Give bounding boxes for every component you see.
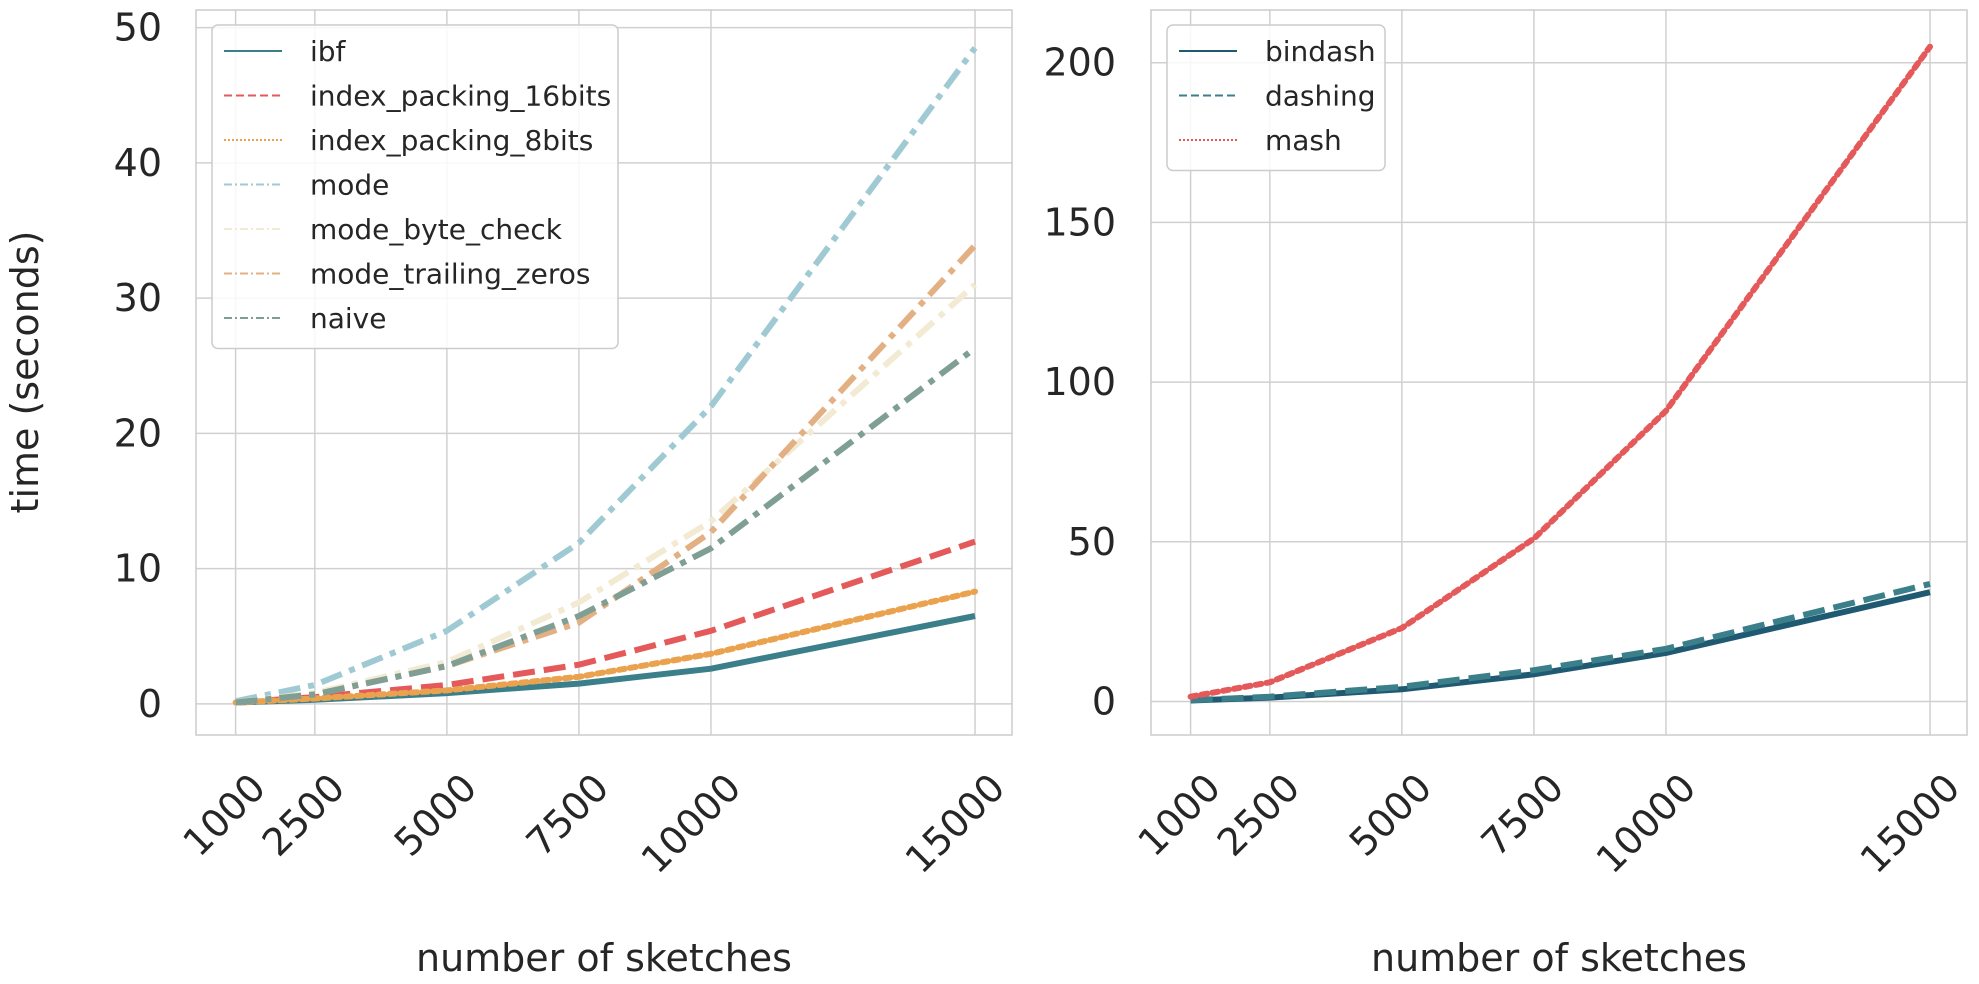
right-x-tick-label: 5000 <box>1341 765 1441 865</box>
left-x-tick-label: 1000 <box>174 765 274 865</box>
left-x-axis-label: number of sketches <box>416 936 792 980</box>
left-series-line-index-packing-8bits <box>232 588 978 706</box>
left-legend-label-naive: naive <box>310 302 386 335</box>
left-axes-frame <box>195 9 1013 736</box>
left-legend-box <box>211 24 619 350</box>
right-y-tick-label: 100 <box>1043 360 1116 404</box>
right-series-lines <box>1187 43 1933 704</box>
left-series-line-mode-trailing-zeros <box>235 243 978 706</box>
left-x-tick-label: 15000 <box>897 765 1014 882</box>
right-x-tick-label: 2500 <box>1209 765 1309 865</box>
right-y-tick-label: 0 <box>1092 679 1116 723</box>
right-y-tick-label: 200 <box>1043 41 1116 85</box>
left-x-tick-label: 5000 <box>386 765 486 865</box>
right-legend: bindash dashing mash <box>1166 24 1386 172</box>
right-axes-frame <box>1150 9 1968 736</box>
right-x-tick-label: 7500 <box>1473 765 1573 865</box>
left-series-line-mode <box>234 46 978 705</box>
left-legend-label-ibf: ibf <box>310 35 347 68</box>
left-series-line-naive <box>235 345 977 706</box>
left-x-tick-label: 2500 <box>254 765 354 865</box>
left-y-tick-label: 40 <box>114 141 162 185</box>
right-y-ticks: 0 50 100 150 200 <box>1043 41 1116 724</box>
left-legend: ibf index_packing_16bits index_packing_8bi… <box>211 24 619 350</box>
left-y-axis-label: time (seconds) <box>3 231 47 514</box>
right-x-tick-label: 10000 <box>1588 765 1705 882</box>
left-y-ticks: 0 10 20 30 40 50 <box>114 6 162 726</box>
right-legend-label-dashing: dashing <box>1265 80 1376 113</box>
left-series-lines <box>232 46 978 706</box>
right-x-tick-label: 15000 <box>1852 765 1969 882</box>
left-y-tick-label: 50 <box>114 6 162 50</box>
left-legend-label-index-packing-8bits: index_packing_8bits <box>310 124 593 157</box>
left-x-tick-label: 7500 <box>518 765 618 865</box>
right-legend-label-bindash: bindash <box>1265 35 1376 68</box>
right-series-line-mash <box>1187 43 1933 700</box>
left-y-tick-label: 20 <box>114 411 162 455</box>
left-y-tick-label: 30 <box>114 276 162 320</box>
left-legend-label-mode-trailing-zeros: mode_trailing_zeros <box>310 258 590 291</box>
left-legend-label-index-packing-16bits: index_packing_16bits <box>310 80 611 113</box>
left-legend-label-mode: mode <box>310 169 389 202</box>
right-legend-label-mash: mash <box>1265 124 1342 157</box>
right-legend-box <box>1166 24 1386 172</box>
right-y-tick-label: 50 <box>1068 520 1116 564</box>
right-series-line-dashing <box>1190 580 1931 704</box>
left-legend-label-mode-byte-check: mode_byte_check <box>310 213 563 246</box>
left-y-tick-label: 0 <box>138 682 162 726</box>
right-x-axis-label: number of sketches <box>1371 936 1747 980</box>
left-y-tick-label: 10 <box>114 547 162 591</box>
left-x-tick-label: 10000 <box>633 765 750 882</box>
right-x-tick-label: 1000 <box>1129 765 1229 865</box>
right-y-tick-label: 150 <box>1043 200 1116 244</box>
